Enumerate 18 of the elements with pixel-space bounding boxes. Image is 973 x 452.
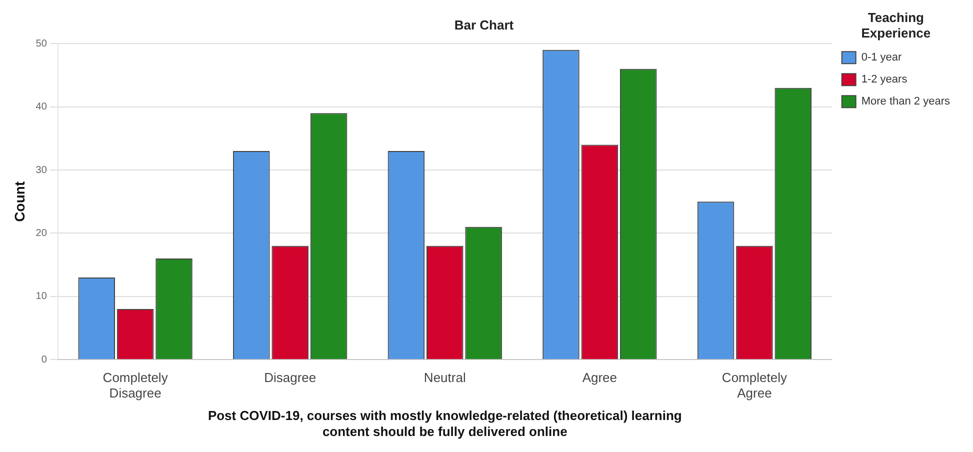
y-tick-label: 20 bbox=[36, 228, 48, 239]
legend-label: 0-1 year bbox=[861, 52, 902, 64]
chart-title: Bar Chart bbox=[454, 17, 514, 32]
x-tick-label: Agree bbox=[582, 370, 618, 385]
x-tick-label: Disagree bbox=[264, 370, 316, 385]
x-axis-title: Post COVID-19, courses with mostly knowledge-related (theoretical) learning content should be fully delivered online bbox=[208, 408, 682, 439]
y-tick-label: 30 bbox=[36, 164, 48, 176]
y-tick-label: 50 bbox=[36, 38, 48, 50]
legend-title: Teaching Experience bbox=[861, 10, 931, 41]
y-axis-title: Count bbox=[11, 181, 28, 222]
x-tick-label: Completely Disagree bbox=[102, 370, 168, 401]
x-tick-label: Completely Agree bbox=[722, 370, 788, 401]
legend-label: 1-2 years bbox=[861, 74, 908, 86]
legend-label: More than 2 years bbox=[861, 96, 950, 108]
y-tick-label: 10 bbox=[36, 291, 48, 302]
y-tick-label: 0 bbox=[41, 354, 48, 366]
y-tick-label: 40 bbox=[36, 102, 48, 113]
x-tick-label: Neutral bbox=[424, 370, 466, 385]
